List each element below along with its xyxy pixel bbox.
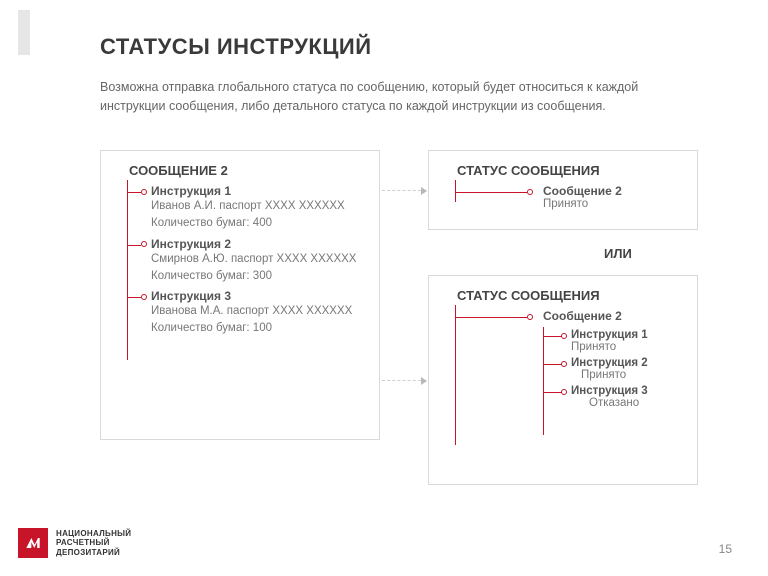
instruction-name: Инструкция 1 [151, 184, 369, 198]
status-item-name: Инструкция 1 [571, 329, 687, 341]
status-detailed-title: СТАТУС СООБЩЕНИЯ [429, 276, 697, 309]
arrow-icon [382, 380, 426, 381]
instruction-qty: Количество бумаг: 100 [151, 320, 369, 337]
page-description: Возможна отправка глобального статуса по… [100, 78, 660, 116]
instruction-name: Инструкция 3 [151, 289, 369, 303]
status-global-title: СТАТУС СООБЩЕНИЯ [429, 151, 697, 184]
decorative-left-bar [18, 10, 30, 55]
instruction-person: Иванов А.И. паспорт ХХХХ ХХХХХХ [151, 198, 369, 215]
logo-mark-icon [18, 528, 48, 558]
instruction-qty: Количество бумаг: 300 [151, 268, 369, 285]
status-value: Принято [543, 198, 687, 210]
logo-line: НАЦИОНАЛЬНЫЙ [56, 529, 131, 538]
instruction-person: Иванова М.А. паспорт ХХХХ ХХХХХХ [151, 303, 369, 320]
status-msg-label: Сообщение 2 [543, 184, 687, 198]
message-box-title: СООБЩЕНИЕ 2 [101, 151, 379, 184]
status-item-status: Отказано [571, 397, 687, 409]
status-item-status: Принято [571, 341, 687, 353]
page-number: 15 [719, 542, 732, 556]
logo-line: РАСЧЕТНЫЙ [56, 538, 131, 547]
instruction-person: Смирнов А.Ю. паспорт ХХХХ ХХХХХХ [151, 251, 369, 268]
message-box: СООБЩЕНИЕ 2 Инструкция 1 Иванов А.И. пас… [100, 150, 380, 440]
page-title: СТАТУСЫ ИНСТРУКЦИЙ [100, 34, 372, 60]
logo-line: ДЕПОЗИТАРИЙ [56, 548, 131, 557]
status-msg-label: Сообщение 2 [543, 309, 687, 323]
status-item-status: Принято [571, 369, 687, 381]
status-item-name: Инструкция 3 [571, 385, 687, 397]
status-global-box: СТАТУС СООБЩЕНИЯ Сообщение 2 Принято [428, 150, 698, 230]
logo-text: НАЦИОНАЛЬНЫЙ РАСЧЕТНЫЙ ДЕПОЗИТАРИЙ [56, 529, 131, 557]
or-label: ИЛИ [604, 246, 632, 261]
arrow-icon [382, 190, 426, 191]
instruction-name: Инструкция 2 [151, 237, 369, 251]
logo: НАЦИОНАЛЬНЫЙ РАСЧЕТНЫЙ ДЕПОЗИТАРИЙ [18, 528, 131, 558]
instruction-qty: Количество бумаг: 400 [151, 215, 369, 232]
status-detailed-box: СТАТУС СООБЩЕНИЯ Сообщение 2 Инструкция … [428, 275, 698, 485]
status-item-name: Инструкция 2 [571, 357, 687, 369]
